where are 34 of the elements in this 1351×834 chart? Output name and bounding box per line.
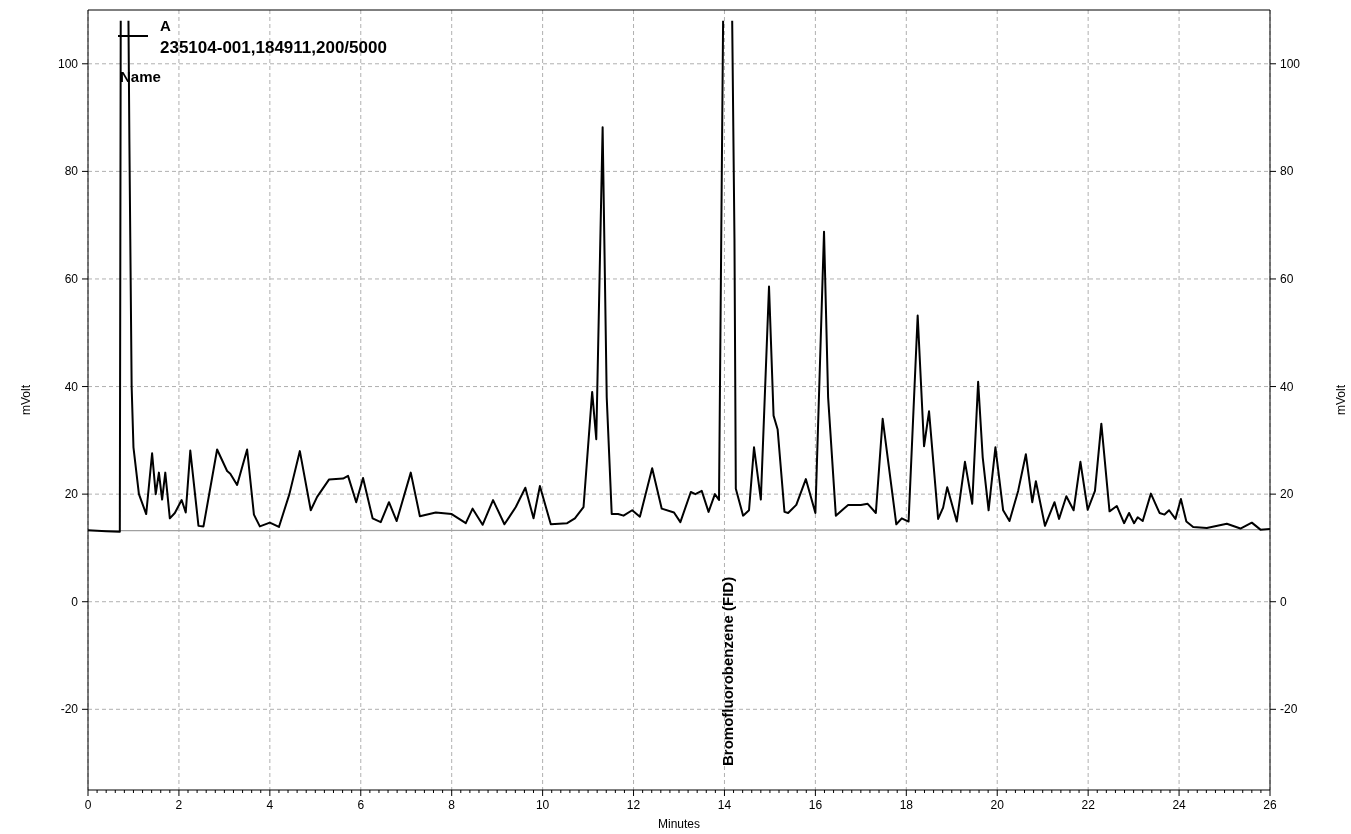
y-tick-label: 0 [71,594,79,609]
y2-tick-label: 0 [1280,594,1287,609]
annotation: Bromofluorobenzene (FID) [718,576,736,766]
legend-label: A [160,17,171,34]
y2-axis-title: mVolt [1334,384,1348,416]
y2-tick-label: 80 [1280,164,1294,179]
y-axis-title: mVolt [19,384,33,416]
x-tick-label: 22 [1081,798,1096,812]
y2-tick-label: 60 [1280,271,1294,286]
x-tick-label: 26 [1263,798,1277,812]
x-tick-label: 20 [990,798,1005,812]
y2-tick-label: 20 [1280,487,1294,502]
annotation: 235104-001,184911,200/5000 [160,38,387,57]
y-tick-label: 80 [64,164,79,179]
x-tick-label: 12 [626,798,641,812]
y2-tick-label: 100 [1280,56,1301,71]
y-tick-label: 40 [64,379,79,394]
x-tick-label: 2 [175,798,183,812]
y-tick-label: 100 [57,56,79,71]
y-tick-label: -20 [60,702,79,717]
x-tick-label: 18 [899,798,914,812]
x-tick-label: 16 [808,798,823,812]
x-tick-label: 0 [84,798,92,812]
x-tick-label: 4 [266,798,274,812]
y2-tick-label: 40 [1280,379,1294,394]
x-tick-label: 24 [1172,798,1187,812]
x-axis-title: Minutes [657,817,701,831]
x-tick-label: 8 [448,798,456,812]
x-tick-label: 14 [717,798,732,812]
x-tick-label: 10 [535,798,550,812]
y2-tick-label: -20 [1280,702,1298,717]
x-tick-label: 6 [357,798,365,812]
y-tick-label: 20 [64,487,79,502]
y-tick-label: 60 [64,271,79,286]
